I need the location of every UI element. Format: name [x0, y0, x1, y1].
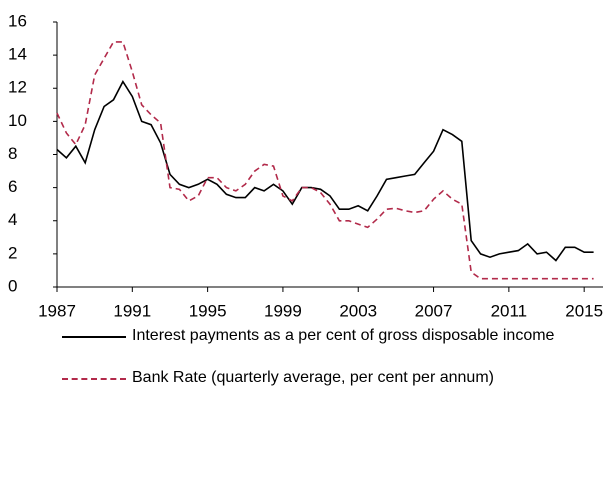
- legend-item: Bank Rate (quarterly average, per cent p…: [62, 367, 602, 389]
- legend-label: Bank Rate (quarterly average, per cent p…: [132, 369, 494, 386]
- y-tick-label: 4: [8, 210, 17, 229]
- legend: Interest payments as a per cent of gross…: [62, 325, 602, 409]
- y-tick-label: 2: [8, 243, 17, 262]
- x-tick-label: 1991: [113, 301, 151, 320]
- x-tick-label: 1987: [38, 301, 76, 320]
- x-tick-label: 2007: [415, 301, 453, 320]
- x-tick-label: 1999: [264, 301, 302, 320]
- y-tick-label: 16: [8, 11, 27, 30]
- series-line: [56, 79, 594, 262]
- legend-swatch: [62, 336, 126, 338]
- x-tick-label: 2011: [491, 301, 528, 320]
- legend-swatch: [62, 378, 126, 380]
- y-tick-label: 6: [8, 177, 17, 196]
- y-tick-label: 0: [8, 276, 17, 295]
- y-tick-label: 10: [8, 111, 27, 130]
- x-tick-label: 1995: [189, 301, 227, 320]
- series-line: [56, 41, 594, 280]
- legend-label: Interest payments as a per cent of gross…: [132, 327, 555, 344]
- y-tick-label: 8: [8, 144, 17, 163]
- y-tick-label: 14: [8, 45, 27, 64]
- x-tick-label: 2003: [339, 301, 377, 320]
- x-tick-label: 2015: [565, 301, 603, 320]
- legend-item: Interest payments as a per cent of gross…: [62, 325, 602, 347]
- y-tick-label: 12: [8, 78, 27, 97]
- chart: 0 2 4 6 8 10 12 14 16 1987 1991 1995 1999 2003 2007 201…: [8, 11, 603, 320]
